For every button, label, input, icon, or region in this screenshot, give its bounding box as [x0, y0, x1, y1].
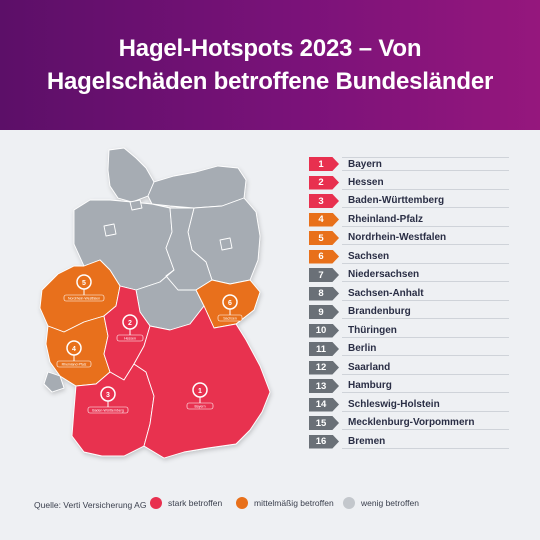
rank-number: 15	[309, 416, 339, 430]
germany-map-svg: 1 Bayern 2 Hessen 3 Baden-Württemberg 4 …	[39, 147, 271, 459]
rank-state: Baden-Württemberg	[342, 194, 509, 208]
rank-state: Bremen	[342, 435, 509, 449]
ranking-row: 14 Schleswig-Holstein	[309, 397, 509, 413]
pin-sachsen: 6 Sachsen	[217, 294, 243, 322]
rank-number: 2	[309, 175, 339, 190]
ranking-row: 9 Brandenburg	[309, 304, 509, 320]
legend-label: mittelmäßig betroffen	[254, 498, 334, 508]
germany-map: 1 Bayern 2 Hessen 3 Baden-Württemberg 4 …	[24, 140, 294, 480]
rank-number: 1	[309, 157, 339, 171]
source-text: Quelle: Verti Versicherung AG	[34, 500, 147, 510]
state-schleswig-holstein	[107, 147, 155, 203]
state-saarland	[43, 371, 65, 393]
pin-nordrhein-westfalen: 5 Nordrhein-Westfalen	[63, 274, 105, 302]
rank-state: Schleswig-Holstein	[342, 398, 509, 412]
rank-state: Berlin	[342, 342, 509, 356]
pin-rank: 1	[198, 388, 202, 395]
rank-number: 10	[309, 323, 339, 338]
ranking-row: 5 Nordrhein-Westfalen	[309, 230, 509, 246]
pin-label: Bayern	[194, 405, 205, 409]
pin-hessen: 2 Hessen	[116, 314, 144, 342]
ranking-row: 7 Niedersachsen	[309, 267, 509, 283]
rank-state: Nordrhein-Westfalen	[342, 231, 509, 245]
rank-number: 6	[309, 249, 339, 264]
ranking-list: 1 Bayern 2 Hessen 3 Baden-Württemberg 4 …	[309, 156, 509, 452]
title-line-2: Hagelschäden betroffene Bundesländer	[46, 68, 494, 95]
state-berlin	[219, 237, 233, 251]
title-banner: Hagel-Hotspots 2023 – Von Hagelschäden b…	[0, 0, 540, 130]
state-bayern	[133, 305, 271, 459]
legend-weak: wenig betroffen	[343, 497, 419, 509]
rank-number: 9	[309, 305, 339, 319]
rank-state: Thüringen	[342, 324, 509, 338]
rank-state: Hamburg	[342, 379, 509, 393]
pin-rheinland-pfalz: 4 Rheinland-Pfalz	[56, 340, 92, 368]
ranking-row: 4 Rheinland-Pfalz	[309, 212, 509, 228]
medium-dot-icon	[236, 497, 248, 509]
ranking-row: 1 Bayern	[309, 156, 509, 172]
ranking-row: 2 Hessen	[309, 175, 509, 191]
rank-number: 4	[309, 212, 339, 227]
rank-state: Hessen	[342, 176, 509, 190]
pin-label: Baden-Württemberg	[92, 409, 124, 413]
rank-state: Mecklenburg-Vorpommern	[342, 416, 509, 430]
pin-label: Sachsen	[223, 317, 237, 321]
title-line-1: Hagel-Hotspots 2023 – Von	[118, 35, 422, 62]
pin-label: Nordrhein-Westfalen	[68, 297, 100, 301]
footer: Quelle: Verti Versicherung AG stark betr…	[0, 497, 540, 517]
legend-label: wenig betroffen	[361, 498, 419, 508]
rank-number: 14	[309, 397, 339, 412]
ranking-row: 13 Hamburg	[309, 378, 509, 394]
pin-rank: 3	[106, 392, 110, 399]
pin-rank: 5	[82, 280, 86, 287]
ranking-row: 15 Mecklenburg-Vorpommern	[309, 415, 509, 431]
rank-state: Sachsen-Anhalt	[342, 287, 509, 301]
pin-rank: 6	[228, 300, 232, 307]
rank-number: 11	[309, 342, 339, 356]
rank-state: Saarland	[342, 361, 509, 375]
rank-number: 8	[309, 286, 339, 301]
ranking-row: 11 Berlin	[309, 341, 509, 357]
rank-state: Brandenburg	[342, 305, 509, 319]
pin-rank: 4	[72, 346, 76, 353]
ranking-row: 8 Sachsen-Anhalt	[309, 286, 509, 302]
rank-state: Niedersachsen	[342, 268, 509, 282]
pin-rank: 2	[128, 320, 132, 327]
legend-medium: mittelmäßig betroffen	[236, 497, 334, 509]
rank-number: 12	[309, 360, 339, 375]
pin-baden-wuerttemberg: 3 Baden-Württemberg	[87, 386, 129, 414]
rank-number: 5	[309, 231, 339, 245]
state-bremen	[103, 223, 117, 237]
state-hamburg	[129, 199, 143, 211]
state-mecklenburg-vorpommern	[147, 165, 247, 209]
ranking-row: 16 Bremen	[309, 434, 509, 450]
rank-state: Sachsen	[342, 250, 509, 264]
weak-dot-icon	[343, 497, 355, 509]
rank-state: Bayern	[342, 157, 509, 171]
legend-label: stark betroffen	[168, 498, 223, 508]
pin-bayern: 1 Bayern	[186, 382, 214, 410]
rank-number: 13	[309, 379, 339, 393]
ranking-row: 10 Thüringen	[309, 323, 509, 339]
rank-number: 7	[309, 268, 339, 282]
ranking-row: 12 Saarland	[309, 360, 509, 376]
legend-strong: stark betroffen	[150, 497, 222, 509]
rank-number: 16	[309, 434, 339, 449]
rank-number: 3	[309, 194, 339, 208]
pin-label: Rheinland-Pfalz	[62, 363, 87, 367]
ranking-row: 3 Baden-Württemberg	[309, 193, 509, 209]
pin-label: Hessen	[124, 337, 136, 341]
strong-dot-icon	[150, 497, 162, 509]
rank-state: Rheinland-Pfalz	[342, 213, 509, 227]
ranking-row: 6 Sachsen	[309, 249, 509, 265]
